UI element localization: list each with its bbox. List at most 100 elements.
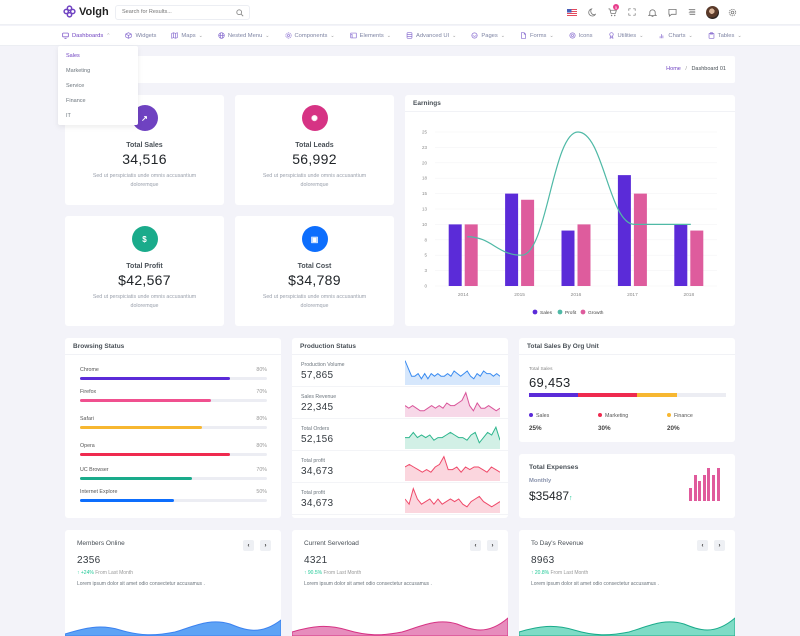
chevron-icon: ⌄ [500,32,505,39]
nav-item-maps[interactable]: Maps ⌄ [171,32,203,39]
cart-button[interactable]: 5 [602,4,622,20]
nav-label: Utilities [617,32,637,39]
sparkline-line [405,391,500,412]
nav-item-dashboards[interactable]: Dashboards ⌃ [62,32,110,39]
chevron-icon: ⌄ [452,32,457,39]
browser-progress-fill [80,399,211,402]
y-tick-label: 13 [422,207,428,212]
sparkline-area [405,360,500,385]
org-unit-stacked-bar [529,393,726,397]
earnings-title: Earnings [405,95,735,112]
nav-label: Icons [578,32,593,39]
dropdown-item-service[interactable]: Service [66,83,85,89]
metric-change: 20.8% [534,570,550,576]
metric-change: 90.5% [307,570,323,576]
nav-label: Dashboards [72,32,104,39]
arrow-up-icon: ↑ [77,570,81,576]
browser-name: Chrome [80,367,99,373]
dollar-icon: $ [131,226,158,252]
production-value: 57,865 [301,370,334,381]
trend-up-icon: ↑ [569,495,573,502]
y-tick-label: 25 [422,130,428,135]
nav-item-widgets[interactable]: Widgets [125,32,156,39]
y-tick-label: 10 [422,222,428,227]
nav-item-tables[interactable]: Tables ⌄ [708,32,742,39]
y-tick-label: 5 [424,253,427,258]
dropdown-item-sales[interactable]: Sales [66,53,80,59]
wave-area [292,617,508,636]
dropdown-item-it[interactable]: IT [66,113,71,119]
total-expenses-card: Total Expenses Monthly $35487↑ [519,454,735,518]
prev-button[interactable]: ‹ [470,540,481,551]
expense-bar [689,487,692,501]
expense-bar [693,474,697,501]
menu-toggle-button[interactable] [682,4,702,20]
sparkline-area [405,392,500,417]
menu-lines-icon [688,9,696,15]
layers-icon [471,32,478,39]
next-button[interactable]: › [260,540,271,551]
production-sparkline [405,425,500,449]
chevron-icon: ⌄ [549,32,554,39]
y-tick-label: 23 [422,145,428,150]
browser-row: UC Browser 70% [65,465,281,487]
next-button[interactable]: › [714,540,725,551]
logo[interactable]: Volgh [63,5,109,18]
expense-bar [716,468,720,501]
dark-mode-button[interactable] [582,4,602,20]
browser-progress-fill [80,377,230,380]
nav-item-elements[interactable]: Elements ⌄ [349,32,391,39]
dropdown-item-finance[interactable]: Finance [66,98,86,104]
expense-bar [712,474,715,501]
legend-dot-profit [557,309,563,315]
target-icon [569,32,576,39]
prev-button[interactable]: ‹ [243,540,254,551]
y-tick-label: 20 [422,160,428,165]
nav-item-components[interactable]: Components ⌄ [284,32,335,39]
prev-button[interactable]: ‹ [697,540,708,551]
search-input[interactable] [122,9,232,15]
bar-sales-2018 [674,224,688,286]
award-icon [608,32,614,39]
org-legend-item: Marketing 30% [598,412,628,432]
chevron-right-icon: › [718,542,721,549]
nav-item-icons[interactable]: Icons [569,32,593,39]
expense-bar [698,481,702,501]
language-flag-button[interactable] [562,4,582,20]
chevron-icon: ⌄ [639,32,644,39]
legend-dot-icon [667,413,671,417]
nav-item-pages[interactable]: Pages ⌄ [471,32,505,39]
metric-trend: ↑ 90.5% From Last Month [304,570,361,576]
browser-name: UC Browser [80,467,109,473]
stat-description: Sed ut perspiciatis unde omnis accusanti… [92,294,197,309]
nav-item-nested-menu[interactable]: Nested Menu ⌄ [218,32,270,39]
sparkline-area [405,427,500,449]
stat-value: $34,789 [288,272,341,288]
dropdown-item-marketing[interactable]: Marketing [66,68,91,74]
metric-wave-chart [519,617,735,636]
search-icon[interactable] [236,9,244,17]
messages-button[interactable] [662,4,682,20]
metric-wave-chart [292,617,508,636]
profile-button[interactable] [702,4,722,20]
expenses-title: Total Expenses [529,464,579,471]
nav-item-forms[interactable]: Forms ⌄ [520,32,554,39]
browser-progress-track [80,453,267,456]
bar-chart-icon [660,34,664,39]
nav-item-utilities[interactable]: Utilities ⌄ [608,32,644,39]
chevron-right-icon: › [491,542,494,549]
moon-icon [587,7,596,16]
production-row: Total Orders 52,156 [292,419,508,451]
next-button[interactable]: › [487,540,498,551]
nav-item-charts[interactable]: Charts ⌄ [658,32,693,39]
fullscreen-button[interactable] [622,4,642,20]
chevron-left-icon: ‹ [701,542,704,549]
production-sparkline [405,455,500,481]
nav-item-advanced-ui[interactable]: Advanced UI ⌄ [406,32,456,39]
breadcrumb-current: Dashboard 01 [691,66,726,72]
chevron-icon: ⌄ [198,32,203,39]
notifications-button[interactable] [642,4,662,20]
settings-button[interactable] [722,4,742,20]
legend-dot-sales [532,309,538,315]
breadcrumb-home-link[interactable]: Home [666,66,681,72]
